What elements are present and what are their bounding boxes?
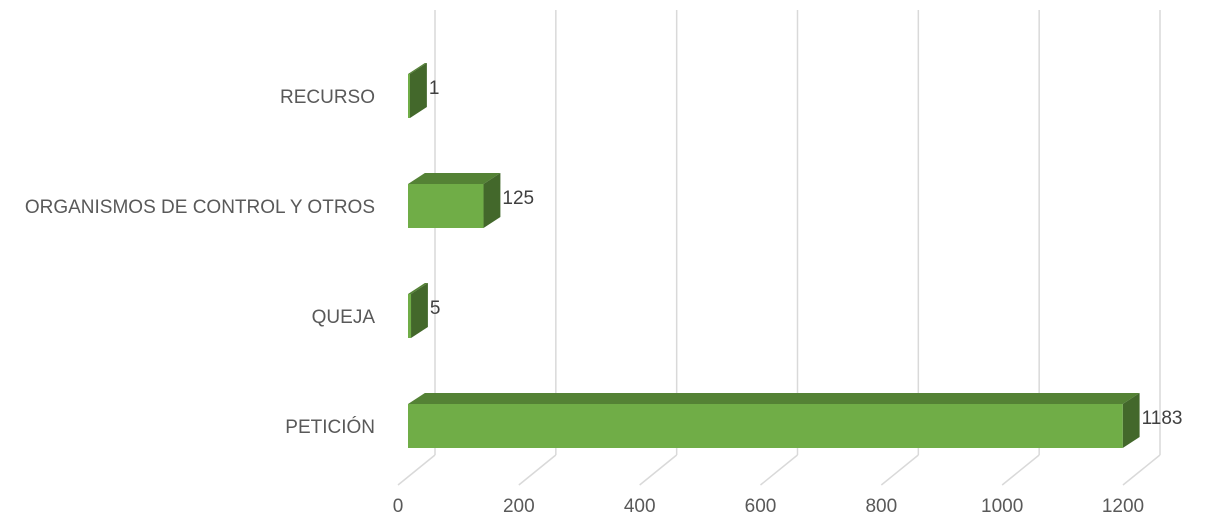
category-label: PETICIÓN [285,416,375,438]
data-labels: 1 125 5 1183 [429,78,1183,429]
bar-side-face [1122,393,1140,448]
bar-side-face [410,63,427,118]
x-tick-label: 800 [865,496,897,517]
data-label: 1 [429,78,440,99]
x-tick-labels: 0 200 400 600 800 1000 1200 [393,496,1144,517]
data-label: 5 [430,298,441,319]
x-tick-label: 600 [745,496,777,517]
x-tick-label: 200 [503,496,535,517]
bar [408,63,427,118]
x-tick-label: 1200 [1102,496,1144,517]
bar-side-face [483,173,501,228]
bar [408,173,501,228]
data-label: 125 [502,188,534,209]
bar-top-face [408,63,427,74]
bar-top-face [408,283,428,294]
x-tick-label: 1000 [981,496,1023,517]
bar-front-face [408,184,484,228]
category-label: RECURSO [280,87,375,108]
bar [408,393,1140,448]
floor-gridline [518,454,557,486]
x-tick-label: 400 [624,496,656,517]
bar-front-face [408,404,1123,448]
gridlines [397,10,1161,486]
bar-front-face [408,294,412,338]
floor-gridline [397,454,436,486]
bar-side-face [411,283,428,338]
x-tick-label: 0 [393,496,404,517]
category-labels: RECURSO ORGANISMOS DE CONTROL Y OTROS QUEJ… [25,87,375,438]
bar-top-face [408,173,501,184]
bar-front-face [408,74,410,118]
data-label: 1183 [1142,408,1183,429]
floor-gridline [1001,454,1040,486]
bar [408,283,428,338]
floor-gridline [639,454,678,486]
category-label: ORGANISMOS DE CONTROL Y OTROS [25,197,375,218]
floor-gridline [1122,454,1161,486]
floor-gridline [880,454,919,486]
category-label: QUEJA [312,307,376,328]
bars [408,63,1140,448]
floor-gridline [760,454,798,486]
bar-top-face [408,393,1140,404]
